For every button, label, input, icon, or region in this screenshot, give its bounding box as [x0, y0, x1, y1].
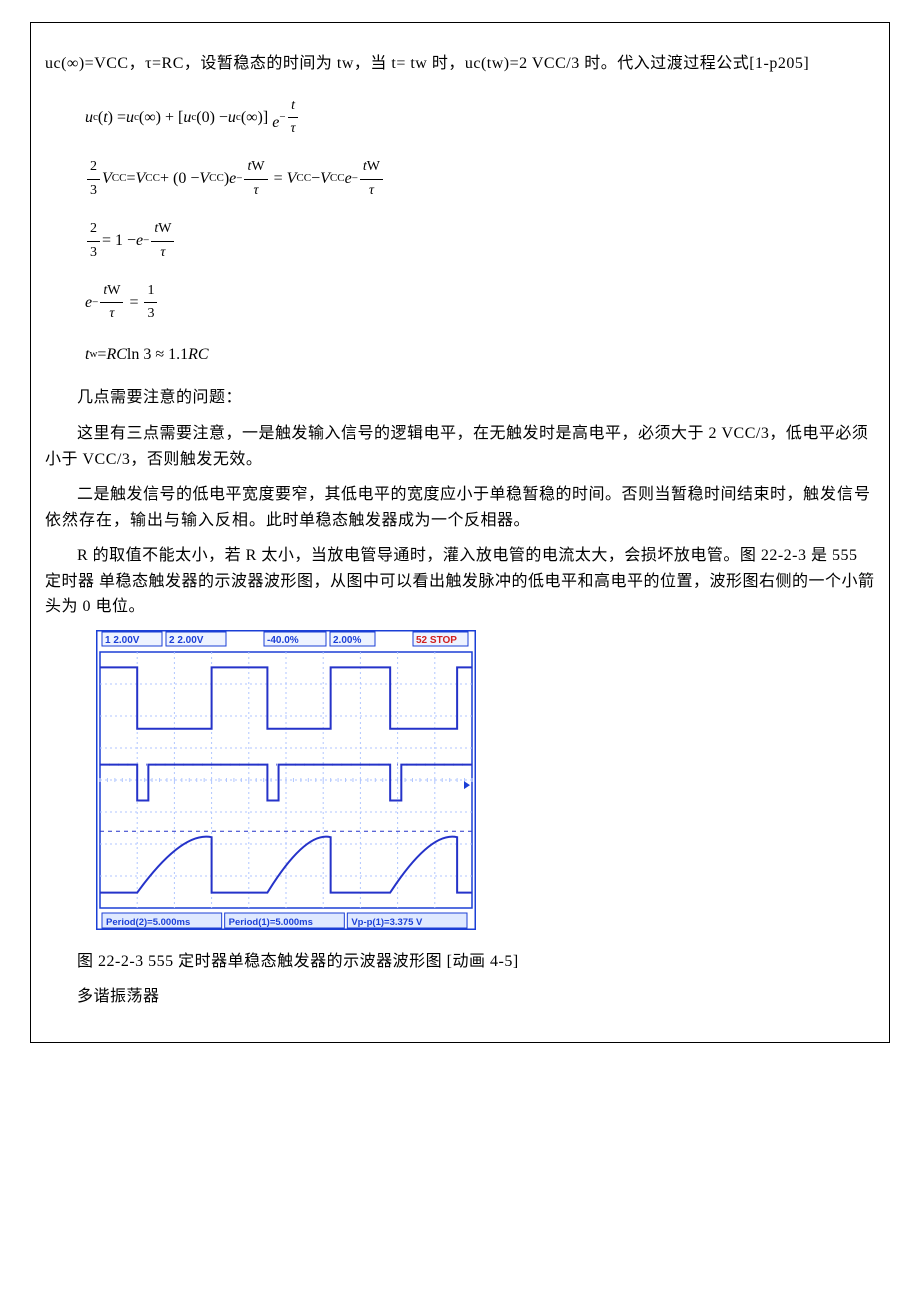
oscilloscope-svg: 1 2.00V 2 2.00V -40.0% 2.00% 52 STOP Period(2… — [96, 630, 476, 930]
note-paragraph-2: 二是触发信号的低电平宽度要窄，其低电平的宽度应小于单稳暂稳的时间。否则当暂稳时间… — [45, 482, 875, 533]
svg-text:Vp-p(1)=3.375 V: Vp-p(1)=3.375 V — [352, 917, 424, 928]
oscilloscope-figure: 1 2.00V 2 2.00V -40.0% 2.00% 52 STOP Period(2… — [96, 630, 875, 939]
formula-step2: 23 VCC = VCC + (0 − VCC) e−tWτ = VCC − V… — [85, 156, 875, 202]
section-title-multivibrator: 多谐振荡器 — [45, 984, 875, 1010]
intro-paragraph: uc(∞)=VCC，τ=RC，设暂稳态的时间为 tw，当 t= tw 时，uc(… — [45, 51, 875, 77]
svg-text:Period(2)=5.000ms: Period(2)=5.000ms — [106, 917, 190, 928]
svg-text:Period(1)=5.000ms: Period(1)=5.000ms — [229, 917, 313, 928]
svg-text:2.00%: 2.00% — [333, 635, 361, 646]
note2-text-b: 此时单稳态触发器成为一个反相器。 — [266, 512, 530, 529]
notes-heading: 几点需要注意的问题： — [45, 385, 875, 411]
formula-result: tw = RC ln 3 ≈ 1.1RC — [85, 342, 875, 368]
content-box: uc(∞)=VCC，τ=RC，设暂稳态的时间为 tw，当 t= tw 时，uc(… — [30, 22, 890, 1043]
note-paragraph-3: R 的取值不能太小，若 R 太小，当放电管导通时，灌入放电管的电流太大，会损坏放… — [45, 543, 875, 620]
formula-step4: e−tWτ = 13 — [85, 280, 875, 326]
svg-text:2 2.00V: 2 2.00V — [169, 635, 204, 646]
svg-text:52 STOP: 52 STOP — [416, 635, 457, 646]
note-paragraph-1: 这里有三点需要注意，一是触发输入信号的逻辑电平，在无触发时是高电平，必须大于 2… — [45, 421, 875, 472]
formula-block: uc(t) = uc(∞) + [uc(0) − uc(∞)] e−tτ 23 … — [85, 95, 875, 368]
svg-text:1 2.00V: 1 2.00V — [105, 635, 140, 646]
formula-step3: 23 = 1 − e−tWτ — [85, 218, 875, 264]
note2-text-a: 二是触发信号的低电平宽度要窄，其低电平的宽度应小于单稳暂稳的时间。否则当暂稳时间… — [77, 486, 803, 503]
formula-uc-t: uc(t) = uc(∞) + [uc(0) − uc(∞)] e−tτ — [85, 95, 875, 141]
svg-text:-40.0%: -40.0% — [267, 635, 299, 646]
figure-caption: 图 22-2-3 555 定时器单稳态触发器的示波器波形图 [动画 4-5] — [45, 949, 875, 975]
